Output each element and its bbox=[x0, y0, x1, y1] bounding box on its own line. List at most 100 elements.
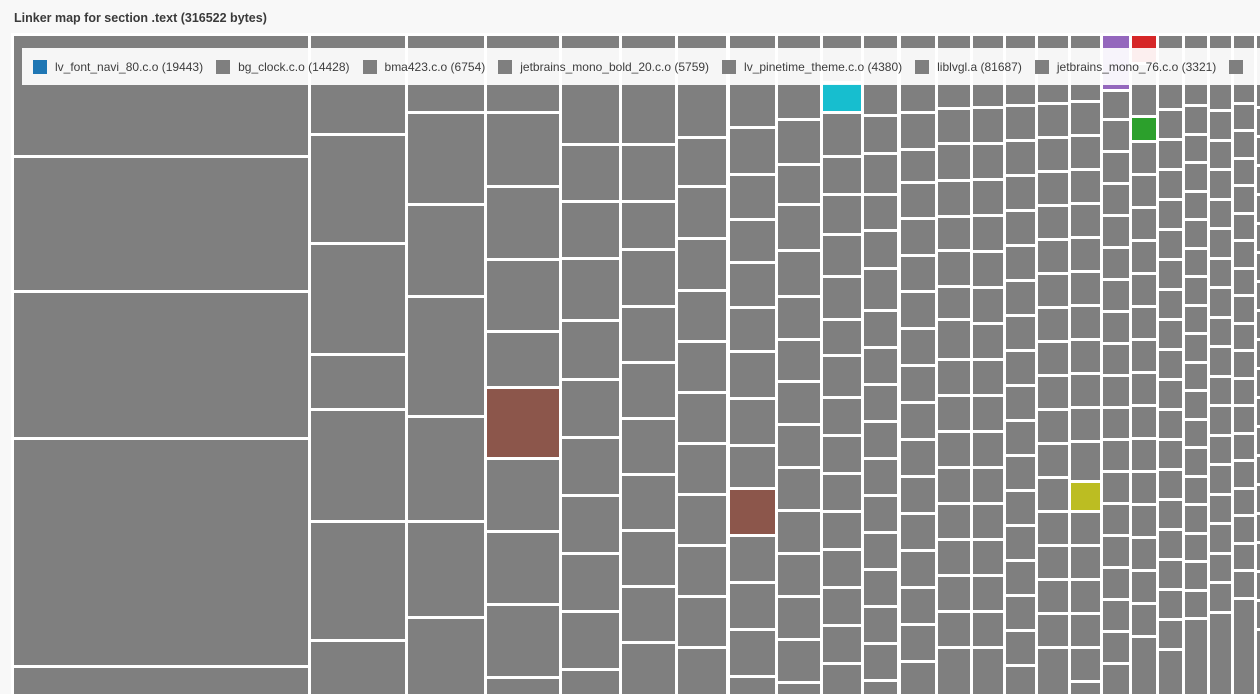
treemap-tile[interactable] bbox=[678, 343, 726, 391]
treemap-tile[interactable] bbox=[622, 203, 675, 248]
treemap-tile[interactable] bbox=[1159, 411, 1182, 438]
treemap-tile[interactable] bbox=[778, 641, 820, 681]
treemap-tile[interactable] bbox=[1132, 143, 1156, 173]
treemap-tile[interactable] bbox=[1038, 173, 1068, 204]
treemap-tile[interactable] bbox=[1103, 377, 1129, 406]
treemap-tile[interactable] bbox=[1210, 555, 1231, 581]
legend-item[interactable]: jetbrains_mono_76.c.o (3321) bbox=[1034, 59, 1216, 74]
treemap-tile[interactable] bbox=[1038, 241, 1068, 272]
treemap-tile[interactable] bbox=[730, 631, 775, 675]
treemap-tile[interactable] bbox=[678, 188, 726, 237]
treemap-tile[interactable] bbox=[1071, 375, 1100, 406]
treemap-tile[interactable] bbox=[901, 114, 935, 148]
treemap-tile[interactable] bbox=[1159, 291, 1182, 318]
treemap-tile[interactable] bbox=[311, 356, 405, 408]
treemap-tile[interactable] bbox=[1132, 572, 1156, 602]
treemap-tile[interactable] bbox=[562, 381, 619, 436]
treemap-tile[interactable] bbox=[1185, 592, 1207, 617]
treemap-tile[interactable] bbox=[1006, 387, 1035, 419]
treemap-tile[interactable] bbox=[823, 437, 861, 472]
legend-item[interactable]: jetbrains_mono_bold_20.c.o (5759) bbox=[498, 59, 709, 74]
treemap-tile[interactable] bbox=[1038, 411, 1068, 442]
treemap-tile[interactable] bbox=[678, 649, 726, 694]
treemap-tile[interactable] bbox=[487, 188, 559, 258]
treemap-tile[interactable] bbox=[1257, 602, 1260, 628]
treemap-tile[interactable] bbox=[1038, 309, 1068, 340]
treemap-tile[interactable] bbox=[901, 552, 935, 586]
treemap-tile[interactable] bbox=[973, 649, 1003, 694]
treemap-tile[interactable] bbox=[1210, 171, 1231, 198]
treemap-tile[interactable] bbox=[823, 278, 861, 318]
treemap-tile[interactable] bbox=[408, 418, 484, 520]
treemap-tile[interactable] bbox=[901, 293, 935, 327]
treemap-tile[interactable] bbox=[622, 364, 675, 417]
treemap-tile[interactable] bbox=[1006, 597, 1035, 629]
treemap-tile[interactable] bbox=[973, 145, 1003, 178]
treemap-tile[interactable] bbox=[1234, 187, 1254, 212]
treemap-tile[interactable] bbox=[1234, 380, 1254, 404]
treemap-tile[interactable] bbox=[1071, 547, 1100, 578]
treemap-tile[interactable] bbox=[778, 341, 820, 380]
treemap-tile[interactable] bbox=[778, 512, 820, 552]
treemap-tile[interactable] bbox=[1006, 177, 1035, 209]
treemap-tile[interactable] bbox=[864, 386, 897, 420]
treemap-tile[interactable] bbox=[408, 206, 484, 295]
treemap-tile[interactable] bbox=[622, 476, 675, 529]
treemap-tile[interactable] bbox=[973, 181, 1003, 214]
treemap-tile[interactable] bbox=[1210, 437, 1231, 463]
legend-item[interactable] bbox=[1229, 59, 1251, 74]
treemap-tile[interactable] bbox=[778, 469, 820, 509]
treemap-tile[interactable] bbox=[678, 547, 726, 595]
treemap-tile[interactable] bbox=[1210, 496, 1231, 522]
treemap-tile[interactable] bbox=[823, 589, 861, 624]
treemap-tile[interactable] bbox=[1185, 506, 1207, 532]
treemap-tile[interactable] bbox=[678, 240, 726, 289]
treemap-tile[interactable] bbox=[1257, 457, 1260, 483]
treemap-tile[interactable] bbox=[1071, 581, 1100, 612]
treemap-tile[interactable] bbox=[1038, 615, 1068, 646]
treemap-tile[interactable] bbox=[487, 679, 559, 694]
treemap-tile[interactable] bbox=[823, 158, 861, 193]
treemap-tile[interactable] bbox=[901, 663, 935, 694]
treemap-tile[interactable] bbox=[823, 114, 861, 155]
treemap-tile[interactable] bbox=[864, 349, 897, 383]
treemap-tile[interactable] bbox=[1257, 312, 1260, 338]
treemap-tile[interactable] bbox=[1103, 665, 1129, 694]
treemap-tile[interactable] bbox=[1038, 343, 1068, 374]
treemap-tile[interactable] bbox=[1185, 107, 1207, 133]
treemap-tile[interactable] bbox=[864, 196, 897, 229]
treemap-tile[interactable] bbox=[823, 196, 861, 233]
treemap-tile[interactable] bbox=[408, 619, 484, 694]
treemap-tile[interactable] bbox=[1159, 171, 1182, 198]
treemap-tile[interactable] bbox=[1234, 517, 1254, 542]
treemap-tile-highlight[interactable] bbox=[1132, 118, 1156, 140]
treemap-tile[interactable] bbox=[1185, 535, 1207, 560]
treemap-tile[interactable] bbox=[1103, 249, 1129, 278]
treemap-tile[interactable] bbox=[1071, 137, 1100, 168]
treemap-tile[interactable] bbox=[730, 176, 775, 218]
treemap-tile[interactable] bbox=[1159, 651, 1182, 694]
treemap-tile[interactable] bbox=[1132, 605, 1156, 635]
treemap-tile[interactable] bbox=[1071, 409, 1100, 440]
treemap-tile[interactable] bbox=[1185, 620, 1207, 694]
treemap-tile[interactable] bbox=[901, 184, 935, 217]
treemap-tile[interactable] bbox=[14, 158, 308, 290]
treemap-tile[interactable] bbox=[1071, 307, 1100, 338]
treemap-tile[interactable] bbox=[864, 423, 897, 457]
treemap-tile[interactable] bbox=[1234, 242, 1254, 267]
treemap-tile[interactable] bbox=[1103, 92, 1129, 118]
treemap-tile[interactable] bbox=[1103, 569, 1129, 598]
treemap-tile[interactable] bbox=[1257, 341, 1260, 367]
treemap-tile[interactable] bbox=[864, 117, 897, 152]
treemap-tile[interactable] bbox=[1257, 544, 1260, 570]
treemap-tile[interactable] bbox=[864, 460, 897, 494]
treemap-tile[interactable] bbox=[311, 642, 405, 694]
treemap-tile[interactable] bbox=[1257, 196, 1260, 222]
treemap-tile[interactable] bbox=[1132, 209, 1156, 239]
treemap-tile[interactable] bbox=[823, 321, 861, 354]
treemap-tile[interactable] bbox=[1234, 490, 1254, 514]
treemap-tile[interactable] bbox=[1257, 254, 1260, 280]
treemap-tile[interactable] bbox=[938, 649, 970, 694]
treemap-tile[interactable] bbox=[864, 497, 897, 531]
treemap-tile[interactable] bbox=[1103, 185, 1129, 214]
